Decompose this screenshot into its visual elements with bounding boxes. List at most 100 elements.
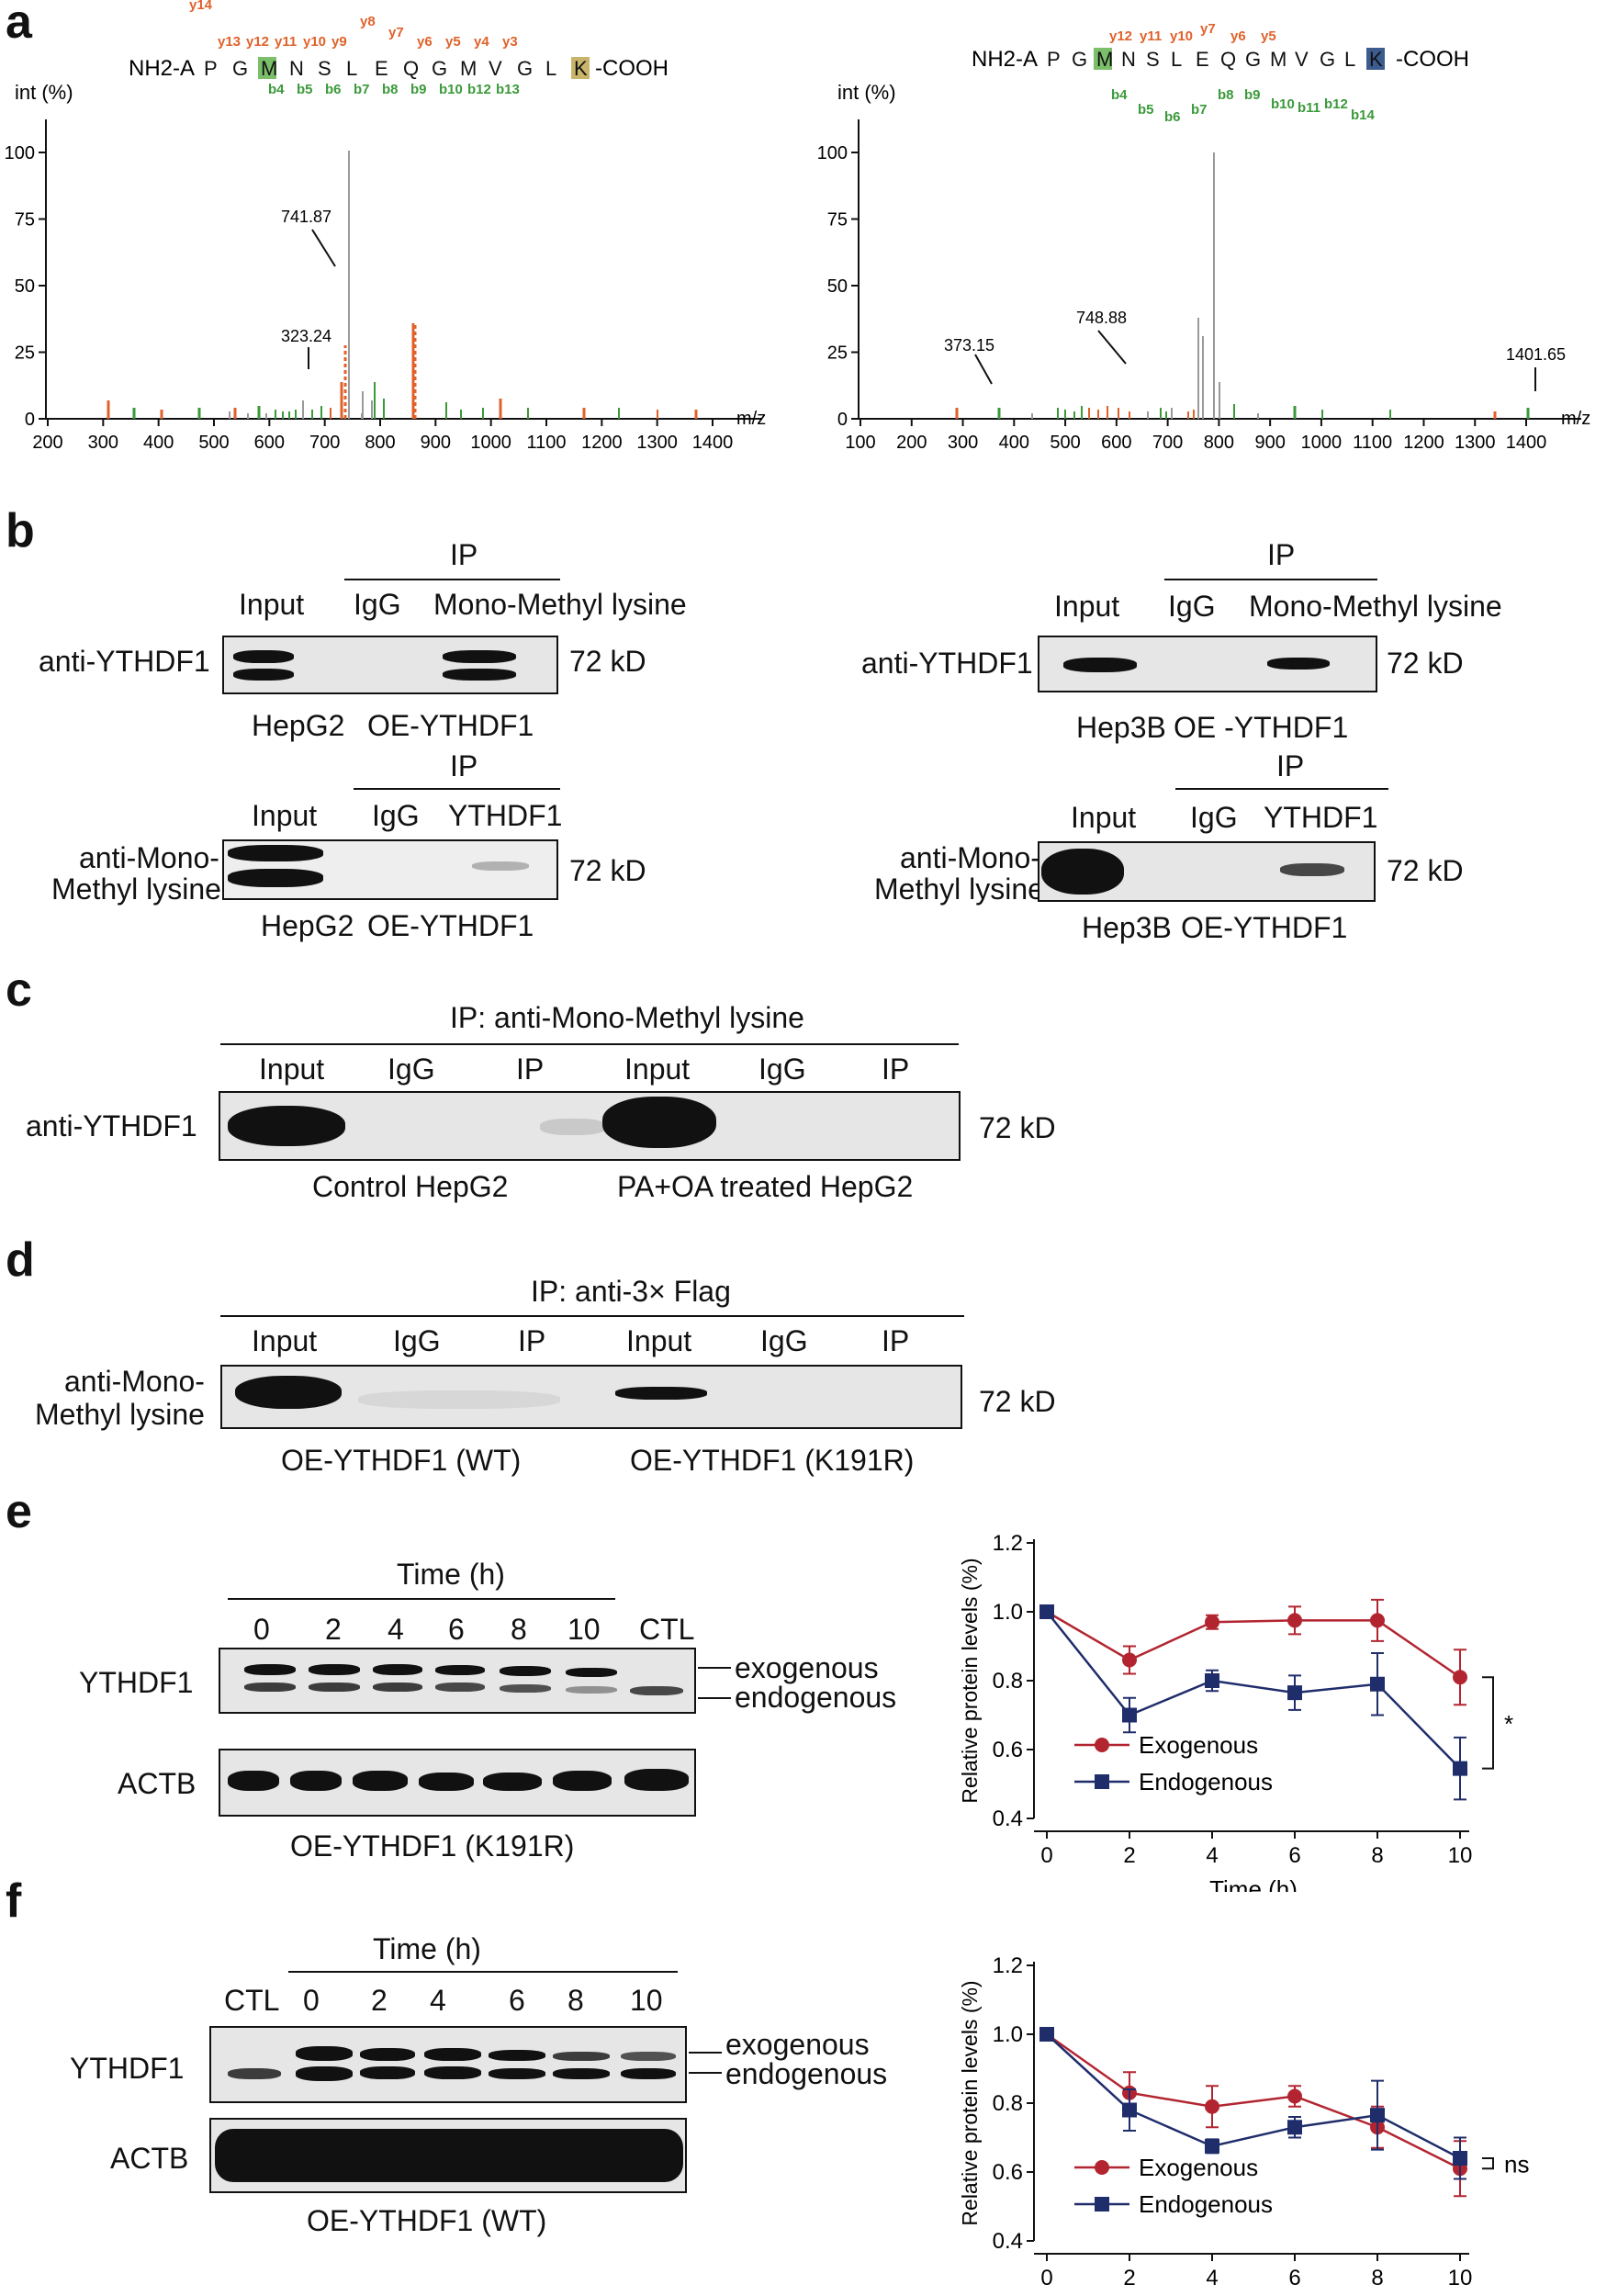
ytick-label: 0.8 bbox=[993, 1669, 1023, 1694]
xtick-label: 4 bbox=[1206, 2266, 1218, 2290]
b-bl-ip-rule bbox=[354, 788, 560, 790]
b-br-ip-rule bbox=[1175, 788, 1388, 790]
ytick-label: 0.6 bbox=[993, 1738, 1023, 1762]
c-title: IP: anti-Mono-Methyl lysine bbox=[450, 1001, 804, 1034]
f-lane-6: 8 bbox=[567, 1984, 584, 2017]
b-tl-rowlabel: anti-YTHDF1 bbox=[39, 645, 210, 678]
ion-b9: b9 bbox=[410, 82, 427, 97]
xlabel-right: m/z bbox=[1561, 409, 1590, 429]
ion-y12: y12 bbox=[246, 34, 269, 50]
residue-E: E bbox=[1196, 48, 1209, 71]
d-lane-5: IgG bbox=[760, 1324, 808, 1357]
ytick-label: 1.0 bbox=[993, 1600, 1023, 1625]
residue-P: P bbox=[204, 57, 218, 80]
legend-marker bbox=[1095, 1774, 1109, 1789]
f-rule bbox=[288, 1971, 678, 1973]
e-lane-4: 6 bbox=[448, 1613, 465, 1646]
chart-e: 0.4 0.6 0.8 1.0 1.2 0 2 4 6 8 10 Time (h) Relative p… bbox=[958, 1531, 1513, 1892]
residue-Q: Q bbox=[1220, 48, 1236, 71]
ion-y5: y5 bbox=[1261, 28, 1276, 44]
peptide-right-suffix: -COOH bbox=[1396, 47, 1469, 72]
peaks-left bbox=[107, 151, 698, 419]
b-bl-ip: IP bbox=[450, 749, 478, 782]
ylabel-right: int (%) bbox=[837, 81, 896, 104]
e-rule bbox=[228, 1598, 615, 1600]
ion-b7: b7 bbox=[1191, 102, 1208, 118]
residue-V: V bbox=[1295, 48, 1309, 71]
b-br-ythdf1: YTHDF1 bbox=[1264, 801, 1378, 834]
significance-bracket bbox=[1482, 1676, 1494, 1770]
e-row1: YTHDF1 bbox=[79, 1666, 194, 1699]
residue-S: S bbox=[1146, 48, 1160, 71]
annot-left-741: 741.87 bbox=[281, 208, 331, 226]
ion-y10: y10 bbox=[303, 34, 326, 50]
xtick: 400 bbox=[143, 433, 174, 453]
b-bl-rowlabel-1: anti-Mono- bbox=[79, 841, 219, 874]
d-rule bbox=[220, 1315, 964, 1317]
f-endogenous: endogenous bbox=[725, 2057, 888, 2090]
ion-b9: b9 bbox=[1244, 87, 1261, 103]
panel-label-e: e bbox=[6, 1485, 32, 1538]
f-lane-3: 2 bbox=[371, 1984, 388, 2017]
ion-b12: b12 bbox=[467, 82, 491, 97]
point-endogenous bbox=[1205, 2138, 1219, 2154]
ion-y7: y7 bbox=[1200, 21, 1216, 37]
series-line-exogenous bbox=[1046, 1610, 1461, 1679]
ion-b5: b5 bbox=[297, 82, 313, 97]
ion-b12: b12 bbox=[1324, 96, 1348, 112]
xtick-label: 10 bbox=[1448, 1843, 1473, 1868]
blot-e-actb bbox=[219, 1749, 696, 1817]
d-lane-6: IP bbox=[882, 1324, 910, 1357]
ytick-label: 0.6 bbox=[993, 2160, 1023, 2185]
residue-M: M bbox=[460, 57, 477, 80]
b-br-igg: IgG bbox=[1190, 801, 1238, 834]
xtick-label: 2 bbox=[1123, 2266, 1135, 2290]
residue-M: M bbox=[1096, 48, 1113, 71]
xtick-label: 6 bbox=[1288, 1843, 1300, 1868]
ion-b8: b8 bbox=[382, 82, 399, 97]
series-line-exogenous bbox=[1046, 2032, 1461, 2170]
ion-b4: b4 bbox=[1111, 87, 1128, 103]
xtick: 1400 bbox=[1506, 433, 1547, 453]
d-group-1: OE-YTHDF1 (WT) bbox=[281, 1444, 522, 1477]
xtick: 900 bbox=[1254, 433, 1285, 453]
legend-label: Endogenous bbox=[1139, 1768, 1273, 1795]
residue-G: G bbox=[232, 57, 248, 80]
f-caption: OE-YTHDF1 (WT) bbox=[307, 2204, 547, 2237]
b-tr-oe: OE -YTHDF1 bbox=[1174, 711, 1349, 744]
xtick: 800 bbox=[365, 433, 395, 453]
xtick-label: 0 bbox=[1040, 2266, 1052, 2290]
significance-label: ns bbox=[1504, 2151, 1529, 2178]
peaks-right bbox=[955, 152, 1536, 419]
peptide-left-prefix: NH2-A bbox=[129, 56, 195, 81]
b-tr-ip: IP bbox=[1267, 538, 1296, 571]
legend-label: Endogenous bbox=[1139, 2190, 1273, 2218]
c-group-2: PA+OA treated HepG2 bbox=[617, 1170, 914, 1203]
xlabel-left: m/z bbox=[736, 409, 766, 429]
ion-y4: y4 bbox=[474, 34, 489, 50]
point-exogenous bbox=[1122, 1652, 1137, 1668]
f-lane-1: CTL bbox=[224, 1984, 280, 2017]
xtick: 500 bbox=[198, 433, 229, 453]
residue-L: L bbox=[1171, 48, 1182, 71]
point-exogenous bbox=[1453, 1670, 1467, 1685]
e-lane-2: 2 bbox=[325, 1613, 342, 1646]
ion-y9: y9 bbox=[331, 34, 347, 50]
f-lane-5: 6 bbox=[509, 1984, 525, 2017]
b-tl-ip: IP bbox=[450, 538, 478, 571]
ion-b11: b11 bbox=[1298, 100, 1320, 116]
b-bl-igg: IgG bbox=[372, 799, 420, 832]
e-lane-3: 4 bbox=[388, 1613, 404, 1646]
ion-b6: b6 bbox=[1164, 109, 1181, 125]
point-endogenous bbox=[1453, 1761, 1467, 1776]
c-kd: 72 kD bbox=[979, 1111, 1056, 1144]
xtick: 1400 bbox=[692, 433, 734, 453]
b-bl-cell: HepG2 bbox=[261, 909, 354, 942]
residue-box bbox=[1094, 48, 1112, 70]
xtick: 1100 bbox=[526, 433, 566, 453]
residue-K: K bbox=[1369, 48, 1383, 71]
d-lane-1: Input bbox=[252, 1324, 318, 1357]
b-tr-ip-rule bbox=[1164, 579, 1377, 580]
